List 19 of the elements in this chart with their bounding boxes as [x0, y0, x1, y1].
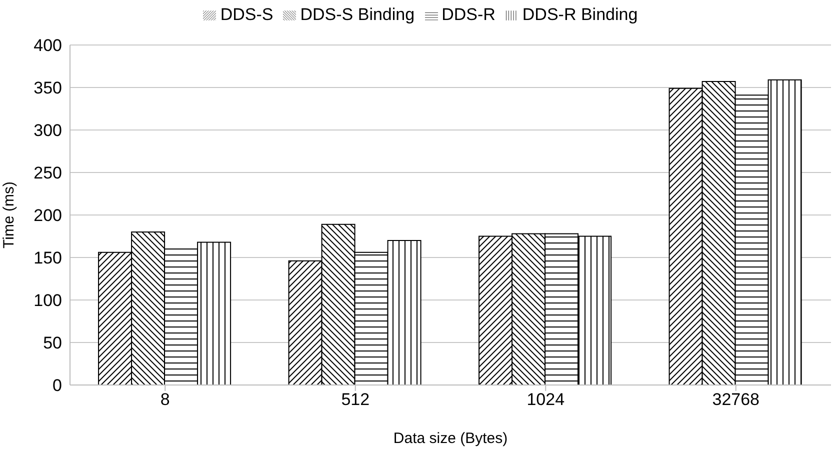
y-tick-label: 0: [52, 376, 62, 396]
y-tick-label: 300: [34, 121, 62, 140]
y-tick-label: 250: [34, 164, 62, 183]
y-tick-label: 400: [34, 36, 62, 56]
legend-label: DDS-S: [220, 5, 274, 24]
y-tick-label: 200: [34, 206, 62, 226]
x-tick-label: 32768: [712, 390, 760, 410]
legend-label: DDS-R Binding: [522, 5, 638, 24]
legend-label: DDS-R: [442, 5, 496, 24]
x-tick-label: 8: [160, 390, 170, 410]
legend-label: DDS-S Binding: [300, 5, 415, 24]
y-tick-label: 150: [34, 248, 62, 268]
y-axis-title: Time (ms): [0, 182, 18, 248]
y-tick-label: 100: [34, 291, 62, 310]
x-tick-label: 512: [341, 390, 370, 410]
y-tick-label: 350: [34, 78, 62, 98]
x-tick-label: 1024: [526, 390, 565, 410]
y-tick-label: 50: [43, 334, 62, 353]
x-axis-title: Data size (Bytes): [393, 430, 508, 447]
